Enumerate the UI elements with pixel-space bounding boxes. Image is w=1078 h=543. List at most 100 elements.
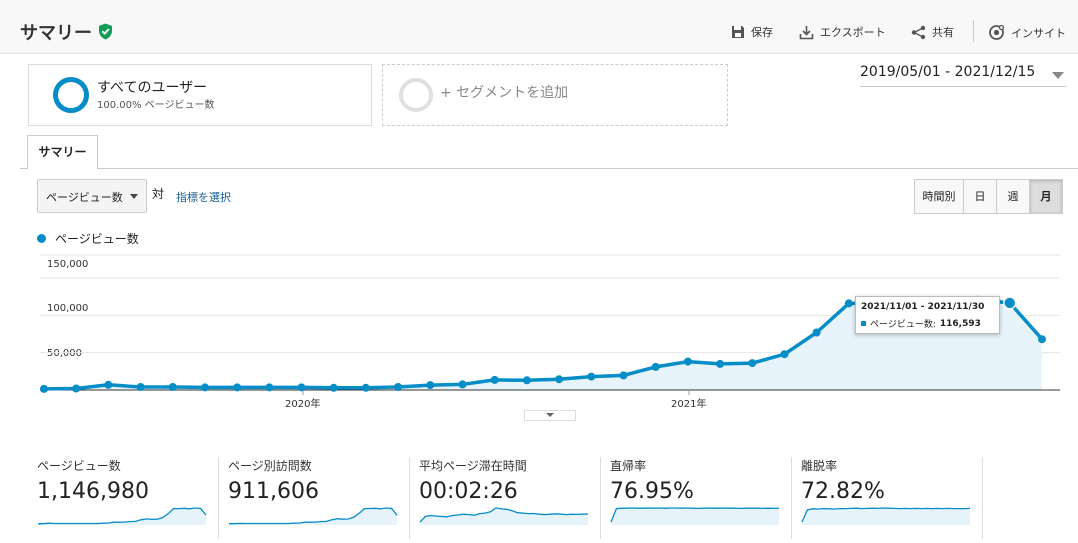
- granularity-week[interactable]: 週: [996, 179, 1030, 214]
- scorecard-value: 911,606: [228, 479, 319, 504]
- share-button[interactable]: 共有: [911, 24, 954, 40]
- chart-legend: ページビュー数: [37, 230, 139, 247]
- tooltip-line: ページビュー数: 116,593: [861, 317, 981, 330]
- data-point: [812, 328, 821, 337]
- metric-dropdown[interactable]: ページビュー数: [37, 179, 147, 213]
- data-point: [619, 371, 628, 380]
- sparkline: [610, 507, 780, 525]
- data-point: [104, 380, 113, 389]
- scorecard-title: ページビュー数: [37, 459, 121, 473]
- scorecard-value: 72.82%: [801, 479, 885, 504]
- sparkline: [801, 507, 971, 525]
- segment-name: すべてのユーザー: [97, 80, 208, 96]
- chart-tooltip: 2021/11/01 - 2021/11/30 ページビュー数: 116,593: [855, 296, 1000, 334]
- segment-color-icon: [53, 77, 89, 113]
- sparkline-line: [38, 507, 207, 525]
- tab-divider: [20, 168, 1078, 169]
- data-point: [748, 359, 757, 368]
- data-point: [329, 383, 338, 392]
- legend-dot: [37, 234, 46, 243]
- data-point: [297, 383, 306, 392]
- caret-down-icon: [130, 194, 138, 199]
- export-label: エクスポート: [820, 26, 886, 39]
- y-tick-label: 150,000: [47, 259, 89, 270]
- segment-all-users[interactable]: すべてのユーザー 100.00% ページビュー数: [28, 64, 372, 126]
- tooltip-label: ページビュー数:: [870, 320, 936, 330]
- data-point: [233, 383, 242, 392]
- scorecard-title: 平均ページ滞在時間: [419, 459, 527, 473]
- add-segment-label: + セグメントを追加: [440, 85, 569, 101]
- data-point: [587, 372, 596, 381]
- scorecard-title: 離脱率: [801, 459, 838, 473]
- scorecard-title: ページ別訪問数: [228, 459, 312, 473]
- scorecard-title: 直帰率: [610, 459, 647, 473]
- scorecard-value: 76.95%: [610, 479, 694, 504]
- data-point: [361, 383, 370, 392]
- save-icon: [732, 26, 744, 38]
- choose-metric-link[interactable]: 指標を選択: [176, 191, 231, 204]
- data-point: [844, 299, 853, 308]
- empty-segment-icon: [399, 78, 433, 112]
- share-label: 共有: [932, 26, 954, 39]
- sparkline: [419, 507, 589, 525]
- data-point: [201, 383, 209, 392]
- scorecard-avg-time-on-page[interactable]: 平均ページ滞在時間 00:02:26: [419, 457, 601, 539]
- segment-detail: 100.00% ページビュー数: [97, 100, 215, 111]
- insight-label: インサイト: [1011, 26, 1066, 40]
- tooltip-value: 116,593: [939, 318, 981, 329]
- verified-shield-icon: [99, 23, 112, 40]
- granularity-hourly[interactable]: 時間別: [914, 179, 964, 214]
- legend-label: ページビュー数: [55, 232, 139, 246]
- metric-dropdown-label: ページビュー数: [46, 191, 123, 204]
- sparkline-area: [802, 508, 970, 525]
- data-point: [458, 380, 467, 389]
- data-point: [168, 383, 177, 391]
- highlighted-data-point: [1003, 296, 1017, 310]
- tab-summary[interactable]: サマリー: [27, 135, 98, 170]
- sparkline: [229, 507, 398, 525]
- insight-icon: [989, 24, 1005, 40]
- share-icon: [911, 25, 926, 39]
- add-segment-button[interactable]: + セグメントを追加: [382, 64, 728, 126]
- data-point: [716, 359, 725, 368]
- scorecard-exit-rate[interactable]: 離脱率 72.82%: [801, 457, 983, 539]
- y-tick-label: 100,000: [47, 303, 89, 314]
- sparkline-area: [420, 508, 588, 525]
- export-button[interactable]: エクスポート: [799, 24, 886, 40]
- series-area: [44, 299, 1042, 390]
- y-tick-label: 50,000: [47, 348, 82, 359]
- x-tick-label: 2021年: [671, 399, 707, 410]
- data-point: [490, 375, 499, 384]
- sparkline-line: [229, 507, 398, 525]
- scorecard-value: 00:02:26: [419, 479, 518, 504]
- data-point: [780, 350, 789, 359]
- date-range-picker[interactable]: 2019/05/01 - 2021/12/15: [860, 64, 1066, 87]
- data-point: [1038, 335, 1046, 344]
- date-range-label: 2019/05/01 - 2021/12/15: [860, 64, 1036, 80]
- data-point: [265, 383, 274, 392]
- scorecard-value: 1,146,980: [37, 479, 149, 504]
- page-title: サマリー: [20, 23, 92, 44]
- sparkline-area: [38, 508, 206, 525]
- sparkline-line: [419, 507, 589, 523]
- caret-down-icon: [1052, 72, 1064, 79]
- data-point: [72, 384, 81, 393]
- data-point: [651, 362, 660, 371]
- sparkline-line: [610, 507, 780, 523]
- scorecard-pageviews[interactable]: ページビュー数 1,146,980: [37, 457, 219, 539]
- data-point: [394, 383, 403, 391]
- scorecard-unique-pageviews[interactable]: ページ別訪問数 911,606: [228, 457, 410, 539]
- data-point: [136, 383, 145, 391]
- x-tick-label: 2020年: [285, 399, 321, 410]
- granularity-month[interactable]: 月: [1029, 179, 1063, 214]
- data-point: [40, 384, 48, 393]
- caret-down-icon: [546, 413, 554, 417]
- data-point: [555, 375, 564, 384]
- insight-button[interactable]: インサイト: [988, 24, 1066, 41]
- collapse-chart-button[interactable]: [524, 410, 576, 421]
- save-label: 保存: [751, 26, 773, 39]
- save-button[interactable]: 保存: [731, 24, 773, 40]
- divider: [973, 20, 974, 42]
- data-point: [426, 381, 435, 390]
- scorecard-entrance-rate[interactable]: 直帰率 76.95%: [610, 457, 792, 539]
